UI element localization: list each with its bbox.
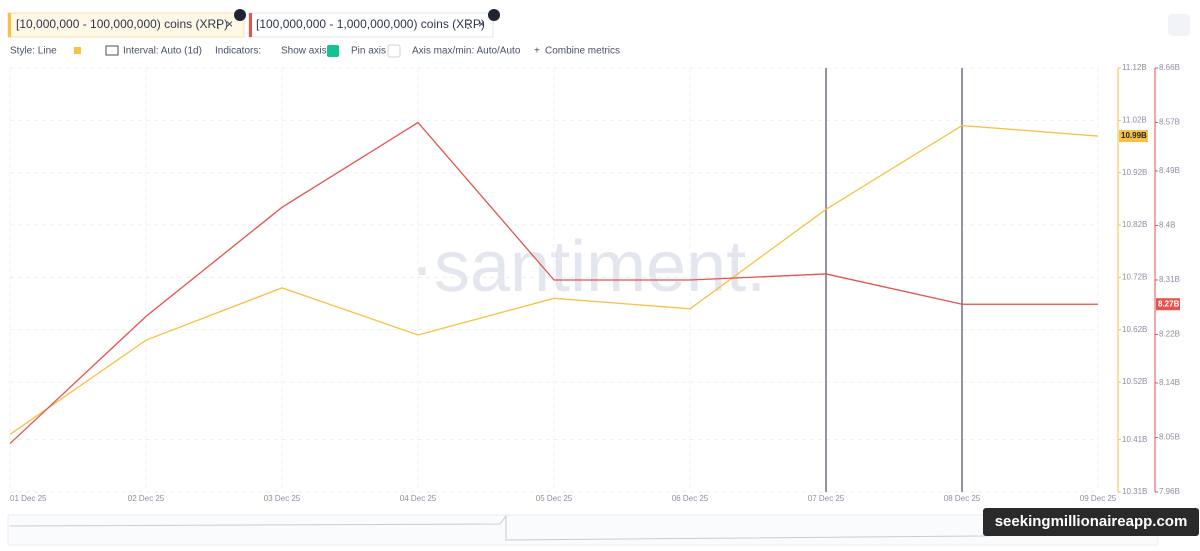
- interval-selector[interactable]: Interval: Auto (1d): [123, 46, 202, 57]
- y-tick-label: 10.82B: [1122, 220, 1147, 229]
- style-selector[interactable]: Style: Line: [10, 46, 57, 57]
- tab[interactable]: [7, 12, 245, 38]
- value-label: 10.99B: [1121, 131, 1147, 140]
- value-label: 8.27B: [1158, 299, 1180, 308]
- y-tick-label: 10.52B: [1122, 377, 1147, 386]
- x-tick-label: 07 Dec 25: [808, 494, 845, 503]
- y-tick-label: 8.66B: [1159, 63, 1180, 72]
- color-picker[interactable]: [74, 47, 81, 54]
- combine-metrics[interactable]: Combine metrics: [545, 46, 620, 57]
- value-label-box: [1119, 130, 1148, 143]
- y-tick-label: 8.49B: [1159, 166, 1180, 175]
- remove-icon[interactable]: [488, 9, 500, 21]
- show-axis-label: Show axis: [281, 46, 327, 57]
- tab-label: [100,000,000 - 1,000,000,000) coins (XRP…: [256, 17, 485, 31]
- settings-button[interactable]: [1168, 14, 1190, 36]
- y-tick-label: 10.31B: [1122, 487, 1147, 496]
- tab-color: [8, 13, 11, 37]
- tab[interactable]: [248, 12, 494, 38]
- pin-axis-label: Pin axis: [351, 46, 386, 57]
- x-tick-label: 01 Dec 25: [10, 494, 47, 503]
- value-label-box: [1156, 298, 1180, 311]
- tab-menu[interactable]: ⋮: [212, 17, 224, 31]
- x-tick-label: 04 Dec 25: [400, 494, 437, 503]
- show-axis-checkbox[interactable]: [327, 45, 339, 57]
- series-line: [9, 124, 1099, 435]
- x-tick-label: 02 Dec 25: [128, 494, 165, 503]
- tab-color: [249, 13, 252, 37]
- credit: seekingmillionaireapp.com: [995, 513, 1188, 530]
- y-tick-label: 8.22B: [1159, 330, 1180, 339]
- y-tick-label: 10.62B: [1122, 325, 1147, 334]
- y-tick-label: 8.57B: [1159, 118, 1180, 127]
- credit-box: [983, 508, 1199, 536]
- y-tick-label: 8.05B: [1159, 433, 1180, 442]
- y-tick-label: 10.92B: [1122, 168, 1147, 177]
- tab-close[interactable]: ×: [226, 17, 233, 31]
- y-tick-label: 10.72B: [1122, 272, 1147, 281]
- interval-icon: [105, 45, 119, 56]
- x-tick-label: 06 Dec 25: [672, 494, 709, 503]
- watermark: ·santiment.: [410, 227, 766, 307]
- series-line: [9, 121, 1098, 445]
- x-tick-label: 09 Dec 25: [1080, 494, 1117, 503]
- x-tick-label: 08 Dec 25: [944, 494, 981, 503]
- tab-menu[interactable]: ⋮: [462, 17, 474, 31]
- y-tick-label: 8.14B: [1159, 378, 1180, 387]
- y-tick-label: 10.41B: [1122, 435, 1147, 444]
- pin-axis-checkbox[interactable]: [387, 44, 401, 58]
- y-tick-label: 8.4B: [1159, 221, 1175, 230]
- x-tick-label: 05 Dec 25: [536, 494, 573, 503]
- navigator[interactable]: [7, 514, 1159, 546]
- y-tick-label: 7.96B: [1159, 487, 1180, 496]
- tab-label: [10,000,000 - 100,000,000) coins (XRP): [16, 17, 228, 31]
- tab-close[interactable]: ×: [478, 17, 485, 31]
- y-tick-label: 11.02B: [1122, 115, 1147, 124]
- y-tick-label: 8.31B: [1159, 275, 1180, 284]
- indicators-selector[interactable]: Indicators:: [215, 46, 261, 57]
- x-tick-label: 03 Dec 25: [264, 494, 301, 503]
- y-tick-label: 11.12B: [1122, 63, 1147, 72]
- plus-icon: +: [534, 46, 540, 57]
- plot: 10.31B 10.41B 10.52B 10.62B 10.72B 10.82B 10.9…: [9, 63, 1180, 503]
- axis-minmax-selector[interactable]: Axis max/min: Auto/Auto: [412, 46, 521, 57]
- remove-icon[interactable]: [234, 9, 246, 21]
